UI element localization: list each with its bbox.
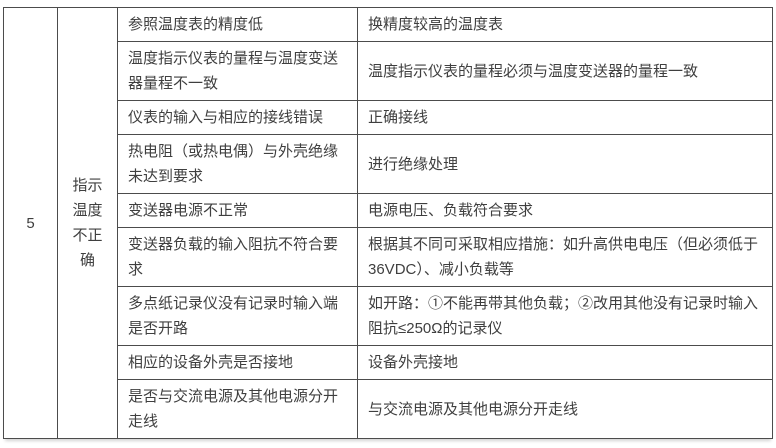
fault-name-cell: 指示温度不正确 xyxy=(57,7,118,439)
cause-cell: 仪表的输入与相应的接线错误 xyxy=(117,100,358,135)
solution-cell: 换精度较高的温度表 xyxy=(357,7,773,42)
solution-cell: 温度指示仪表的量程必须与温度变送器的量程一致 xyxy=(357,41,773,101)
solution-cell: 电源电压、负载符合要求 xyxy=(357,193,773,228)
table-row: 多点纸记录仪没有记录时输入端是否开路 如开路：①不能再带其他负载；②改用其他没有记… xyxy=(4,286,773,346)
solution-cell: 设备外壳接地 xyxy=(357,345,773,380)
cause-cell: 热电阻（或热电偶）与外壳绝缘未达到要求 xyxy=(117,134,358,194)
cause-cell: 温度指示仪表的量程与温度变送器量程不一致 xyxy=(117,41,358,101)
cause-cell: 参照温度表的精度低 xyxy=(117,7,358,42)
solution-cell: 根据其不同可采取相应措施：如升高供电电压（但必须低于36VDC）、减小负载等 xyxy=(357,227,773,287)
solution-cell: 与交流电源及其他电源分开走线 xyxy=(357,379,773,439)
cause-cell: 变送器电源不正常 xyxy=(117,193,358,228)
solution-cell: 进行绝缘处理 xyxy=(357,134,773,194)
table-row: 热电阻（或热电偶）与外壳绝缘未达到要求 进行绝缘处理 xyxy=(4,134,773,194)
row-number-cell: 5 xyxy=(3,7,58,439)
fault-table-body: 5 指示温度不正确 参照温度表的精度低 换精度较高的温度表 温度指示仪表的量程与温度变送… xyxy=(3,7,773,439)
cause-cell: 相应的设备外壳是否接地 xyxy=(117,345,358,380)
fault-table: 5 指示温度不正确 参照温度表的精度低 换精度较高的温度表 温度指示仪表的量程与温度变送… xyxy=(3,7,773,439)
table-row: 5 指示温度不正确 参照温度表的精度低 换精度较高的温度表 xyxy=(3,7,773,439)
table-row: 仪表的输入与相应的接线错误 正确接线 xyxy=(4,100,773,135)
solution-cell: 正确接线 xyxy=(357,100,773,135)
table-row: 变送器负载的输入阻抗不符合要求 根据其不同可采取相应措施：如升高供电电压（但必须低… xyxy=(4,227,773,287)
cause-cell: 是否与交流电源及其他电源分开走线 xyxy=(117,379,358,439)
table-row: 温度指示仪表的量程与温度变送器量程不一致 温度指示仪表的量程必须与温度变送器的量程… xyxy=(4,41,773,101)
table-row: 是否与交流电源及其他电源分开走线 与交流电源及其他电源分开走线 xyxy=(4,379,773,439)
table-row: 相应的设备外壳是否接地 设备外壳接地 xyxy=(4,345,773,380)
cause-cell: 多点纸记录仪没有记录时输入端是否开路 xyxy=(117,286,358,346)
cause-cell: 变送器负载的输入阻抗不符合要求 xyxy=(117,227,358,287)
solution-cell: 如开路：①不能再带其他负载；②改用其他没有记录时输入阻抗≤250Ω的记录仪 xyxy=(357,286,773,346)
table-row: 变送器电源不正常 电源电压、负载符合要求 xyxy=(4,193,773,228)
